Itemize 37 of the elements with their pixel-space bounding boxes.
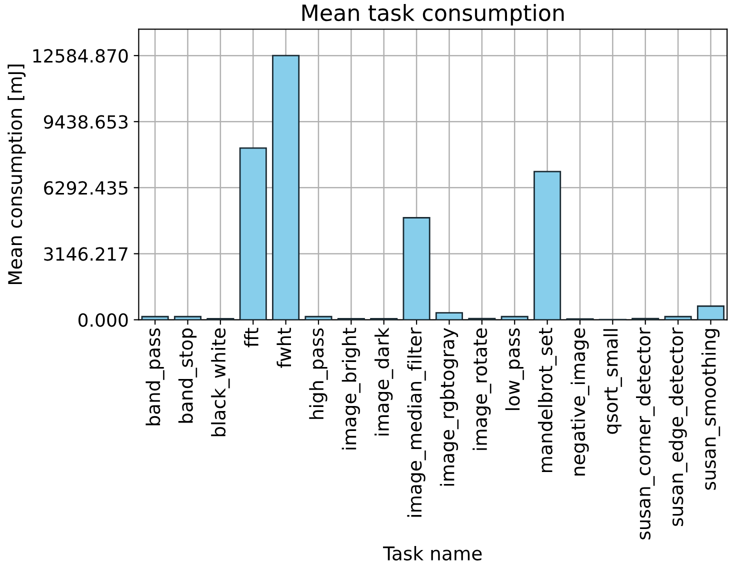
bar [664,316,692,320]
bar [141,316,169,320]
bar [500,316,528,320]
x-tick-label: image_dark [374,327,394,436]
bar [272,54,300,320]
x-tick-label: negative_image [570,328,590,476]
bar [239,147,267,320]
chart-title: Mean task consumption [302,4,564,26]
x-tick-label: fft [244,328,258,348]
x-tick-label: susan_corner_detector [636,327,655,540]
x-tick-label: susan_smoothing [701,329,720,490]
y-tick-label: 6292.435 [44,181,128,195]
bar [435,312,464,320]
x-tick-label: susan_edge_detector [668,327,688,526]
x-tick-label: mandelbrot_set [538,328,557,472]
x-tick-label: qsort_small [603,329,622,434]
y-tick-label: 3146.217 [44,247,128,261]
x-tick-label: image_rotate [472,328,492,450]
x-tick-label: image_median_filter [407,327,426,517]
x-tick-label: band_pass [146,328,164,426]
x-axis-title: Task name [383,546,482,560]
y-axis-title: Mean consumption [mJ] [8,64,26,284]
y-tick-label: 0.000 [78,313,128,327]
bar [696,305,725,320]
y-tick-label: 12584.870 [33,49,128,63]
x-tick-label: image_rgbtogray [440,328,459,486]
x-tick-label: band_stop [178,328,198,423]
bar [534,170,562,320]
bar [174,316,202,320]
y-tick-label: 9438.653 [44,115,128,129]
x-tick-label: black_white [211,328,230,436]
bar [402,217,430,320]
x-tick-label: image_bright [342,328,361,450]
bar [304,316,332,320]
x-tick-label: low_pass [505,328,524,410]
x-tick-label: high_pass [309,328,328,419]
x-tick-label: fwht [276,328,291,368]
